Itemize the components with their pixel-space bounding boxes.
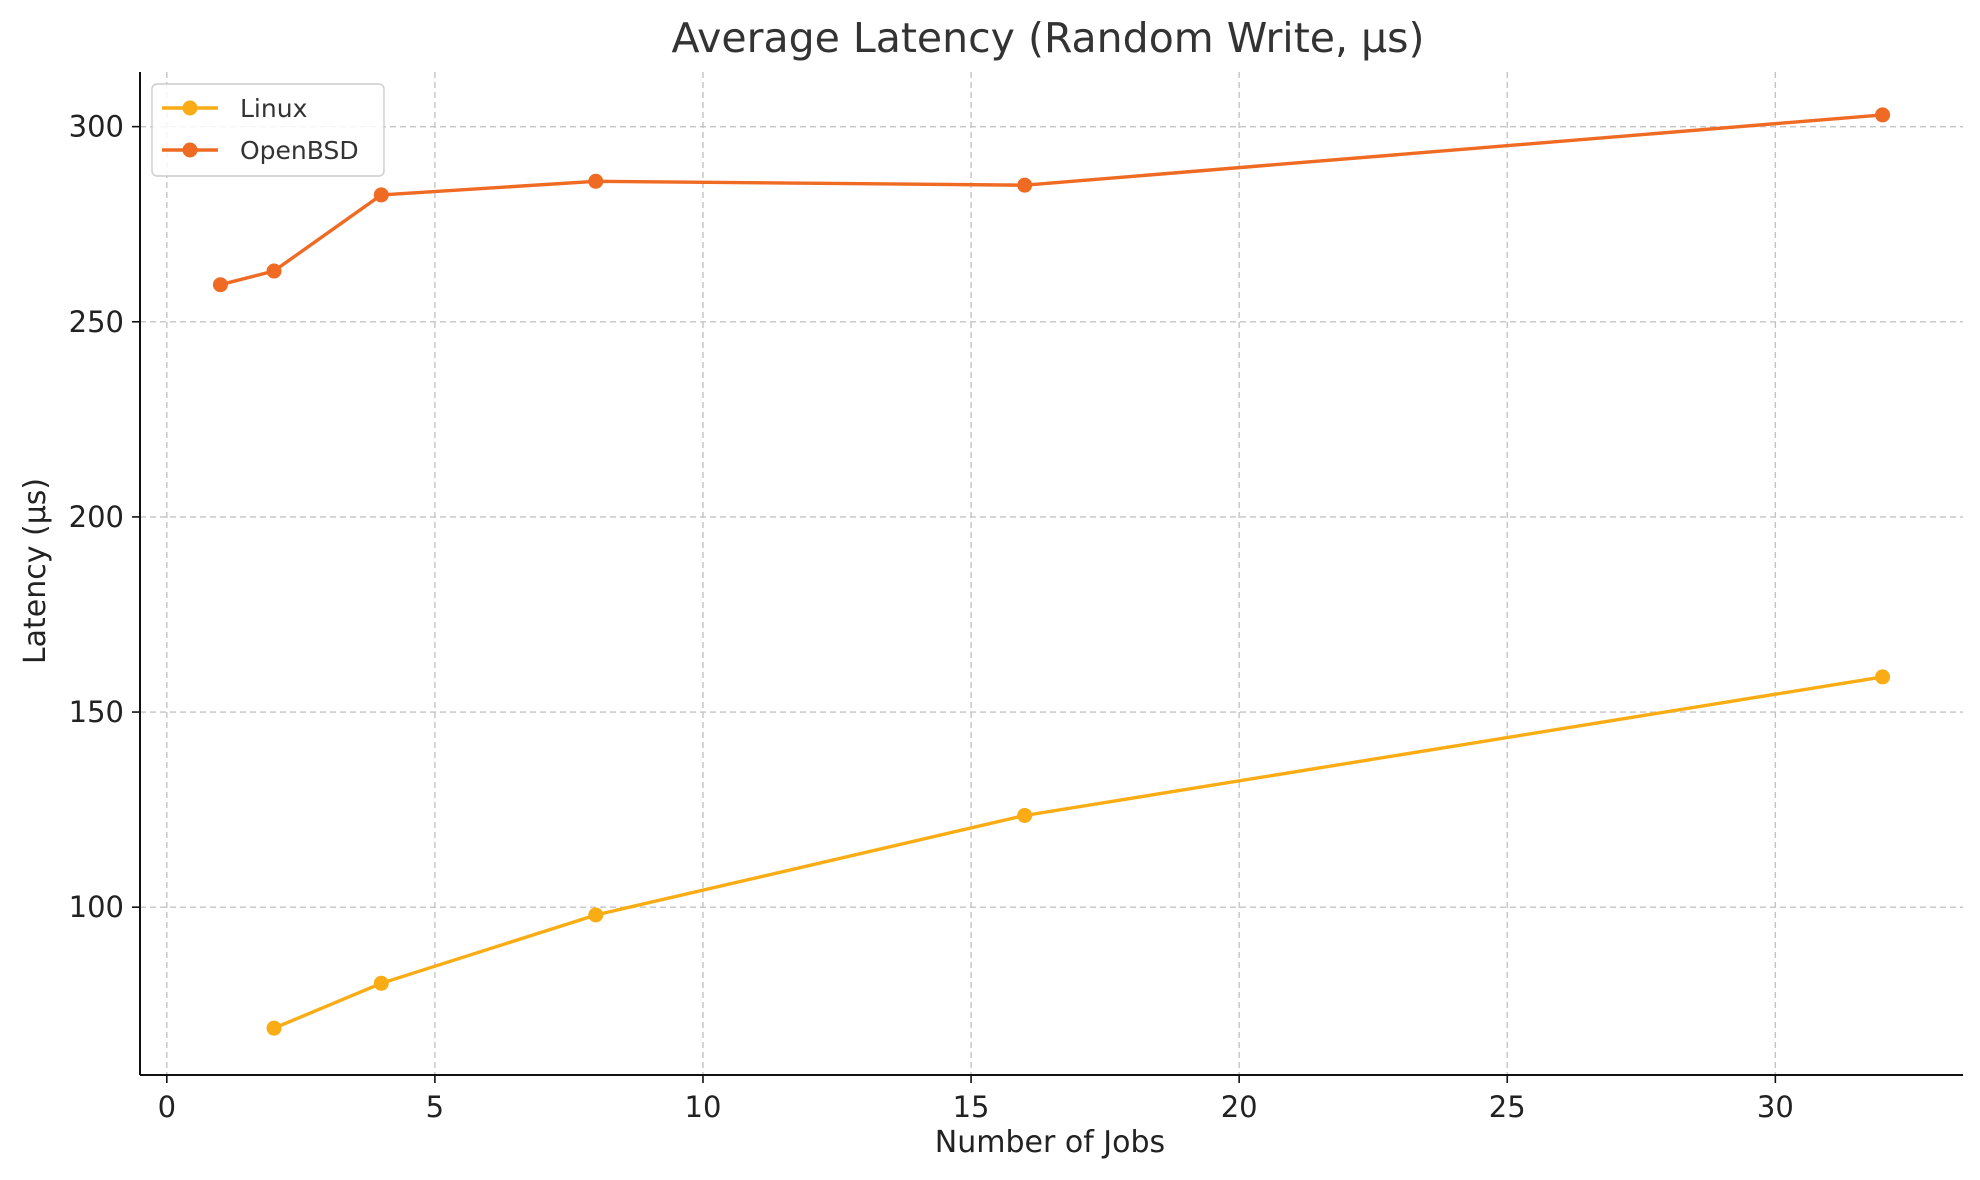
x-tick-label: 15 <box>953 1090 990 1124</box>
y-tick-label: 250 <box>69 305 124 339</box>
openbsd-data-point <box>1017 177 1033 193</box>
x-axis-label: Number of Jobs <box>935 1125 1165 1160</box>
legend-label-linux: Linux <box>240 94 307 123</box>
grid-lines <box>140 72 1963 1075</box>
openbsd-series-line <box>218 113 1885 287</box>
x-tick-label: 0 <box>158 1090 176 1124</box>
x-tick-label: 30 <box>1757 1090 1794 1124</box>
y-tick-label: 300 <box>69 110 124 144</box>
x-tick-label: 10 <box>685 1090 722 1124</box>
openbsd-data-point <box>266 263 282 279</box>
x-tick-label: 20 <box>1221 1090 1258 1124</box>
y-axis-label: Latency (µs) <box>18 478 53 664</box>
x-tick-label: 25 <box>1489 1090 1526 1124</box>
linux-data-point <box>1875 669 1891 685</box>
openbsd-data-point <box>373 187 389 203</box>
legend-marker-openbsd <box>182 142 198 158</box>
y-tick-label: 200 <box>69 500 124 534</box>
legend-marker-linux <box>182 100 198 116</box>
openbsd-data-point <box>588 173 604 189</box>
legend-label-openbsd: OpenBSD <box>240 136 359 165</box>
openbsd-data-point <box>212 277 228 293</box>
linux-data-point <box>1017 807 1033 823</box>
linux-data-point <box>373 975 389 991</box>
x-tick-label: 5 <box>426 1090 444 1124</box>
axes <box>132 72 1963 1083</box>
linux-series-line <box>272 675 1885 1030</box>
linux-data-point <box>588 907 604 923</box>
tick-labels: 0 5 10 15 20 25 30 100 150 200 250 300 <box>69 110 1794 1124</box>
legend: Linux OpenBSD <box>151 83 385 177</box>
chart-title: Average Latency (Random Write, µs) <box>671 14 1424 62</box>
y-tick-label: 100 <box>69 890 124 924</box>
data-series <box>212 107 1891 1036</box>
linux-data-point <box>266 1020 282 1036</box>
openbsd-data-point <box>1875 107 1891 123</box>
y-tick-label: 150 <box>69 695 124 729</box>
